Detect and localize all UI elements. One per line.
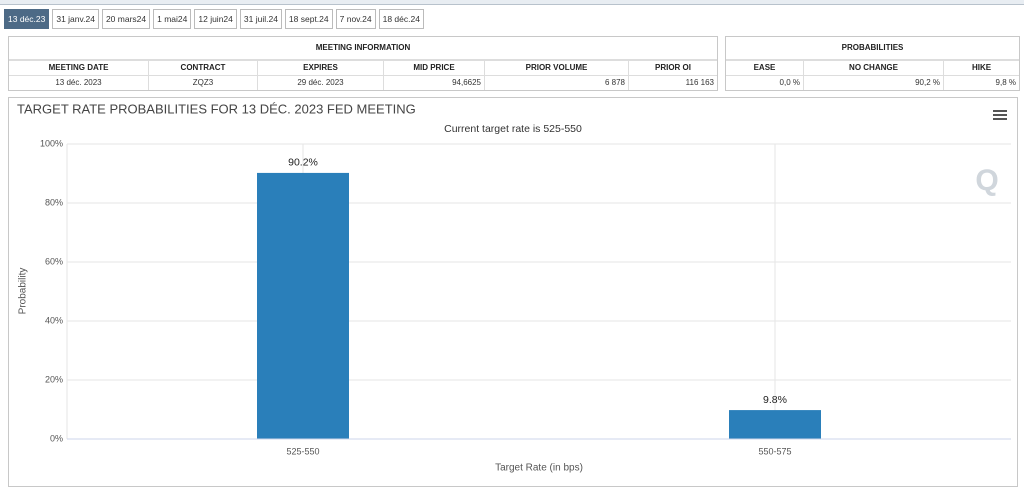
header-cell: NO CHANGE (804, 61, 944, 75)
data-row: 13 déc. 2023 ZQZ3 29 déc. 2023 94,6625 6 878… (9, 75, 717, 90)
y-tick-label: 100% (40, 138, 63, 148)
header-cell: MID PRICE (384, 61, 485, 75)
date-tab[interactable]: 31 janv.24 (52, 9, 99, 29)
tab-bar: 13 déc.23 31 janv.24 20 mars24 1 mai24 12 ju… (4, 9, 424, 29)
y-tick-label: 0% (50, 433, 63, 443)
header-cell: PRIOR OI (654, 63, 691, 72)
date-tab[interactable]: 12 juin24 (194, 9, 237, 29)
chart-subtitle: Current target rate is 525-550 (444, 123, 582, 135)
x-tick-label: 525-550 (286, 446, 319, 456)
x-axis-label: Target Rate (in bps) (495, 463, 583, 474)
data-cell: 94,6625 (384, 76, 485, 90)
y-tick-label: 60% (45, 256, 63, 266)
data-label: 90.2% (288, 157, 318, 169)
menu-icon-bar (993, 118, 1007, 120)
date-tab[interactable]: 13 déc.23 (4, 9, 50, 29)
date-tab[interactable]: 1 mai24 (153, 9, 192, 29)
x-tick-label: 550-575 (758, 446, 791, 456)
data-cell: 9,8 % (995, 78, 1016, 87)
date-tab[interactable]: 18 déc.24 (378, 9, 424, 29)
y-tick-label: 80% (45, 197, 63, 207)
meeting-table: MEETING INFORMATION MEETING DATE CONTRACT E… (8, 36, 718, 91)
bar (257, 172, 349, 439)
header-cell: EASE (726, 61, 804, 75)
data-row: 0,0 % 90,2 % 9,8 % (726, 75, 1019, 90)
data-cell: 29 déc. 2023 (258, 76, 384, 90)
y-tick-label: 20% (45, 374, 63, 384)
header-cell: PRIOR VOLUME (485, 61, 629, 75)
header-cell: MEETING DATE (9, 61, 149, 75)
menu-button[interactable] (993, 110, 1007, 120)
header-row: MEETING DATE CONTRACT EXPIRES MID PRICE PRIO… (9, 60, 717, 75)
date-tab[interactable]: 20 mars24 (101, 9, 151, 29)
chart: TARGET RATE PROBABILITIES FOR 13 DÉC. 20… (17, 101, 1011, 474)
chart-title: TARGET RATE PROBABILITIES FOR 13 DÉC. 20… (17, 101, 416, 116)
data-cell: 13 déc. 2023 (9, 76, 149, 90)
table-title: MEETING INFORMATION (9, 37, 717, 60)
header-cell: HIKE (971, 63, 992, 72)
top-bar (0, 0, 1024, 5)
menu-icon-bar (993, 114, 1007, 116)
date-tab[interactable]: 31 juil.24 (239, 9, 282, 29)
header-cell: CONTRACT (149, 61, 258, 75)
menu-icon-bar (993, 110, 1007, 112)
data-cell: 90,2 % (804, 76, 944, 90)
data-label: 9.8% (763, 394, 787, 406)
date-tab[interactable]: 18 sept.24 (284, 9, 333, 29)
y-axis-label: Probability (18, 268, 29, 315)
data-cell: 116 163 (685, 78, 714, 87)
bar (729, 410, 821, 439)
watermark-logo: Q (975, 164, 998, 197)
header-cell: EXPIRES (258, 61, 384, 75)
date-tab[interactable]: 7 nov.24 (335, 9, 376, 29)
data-cell: 6 878 (485, 76, 629, 90)
data-cell: 0,0 % (726, 76, 804, 90)
header-row: EASE NO CHANGE HIKE (726, 60, 1019, 75)
table-title: PROBABILITIES (726, 37, 1019, 60)
chart-panel: TARGET RATE PROBABILITIES FOR 13 DÉC. 20… (8, 97, 1018, 487)
y-tick-label: 40% (45, 315, 63, 325)
probabilities-table: PROBABILITIES EASE NO CHANGE HIKE 0,0 % 90,2 … (725, 36, 1020, 91)
data-cell: ZQZ3 (149, 76, 258, 90)
